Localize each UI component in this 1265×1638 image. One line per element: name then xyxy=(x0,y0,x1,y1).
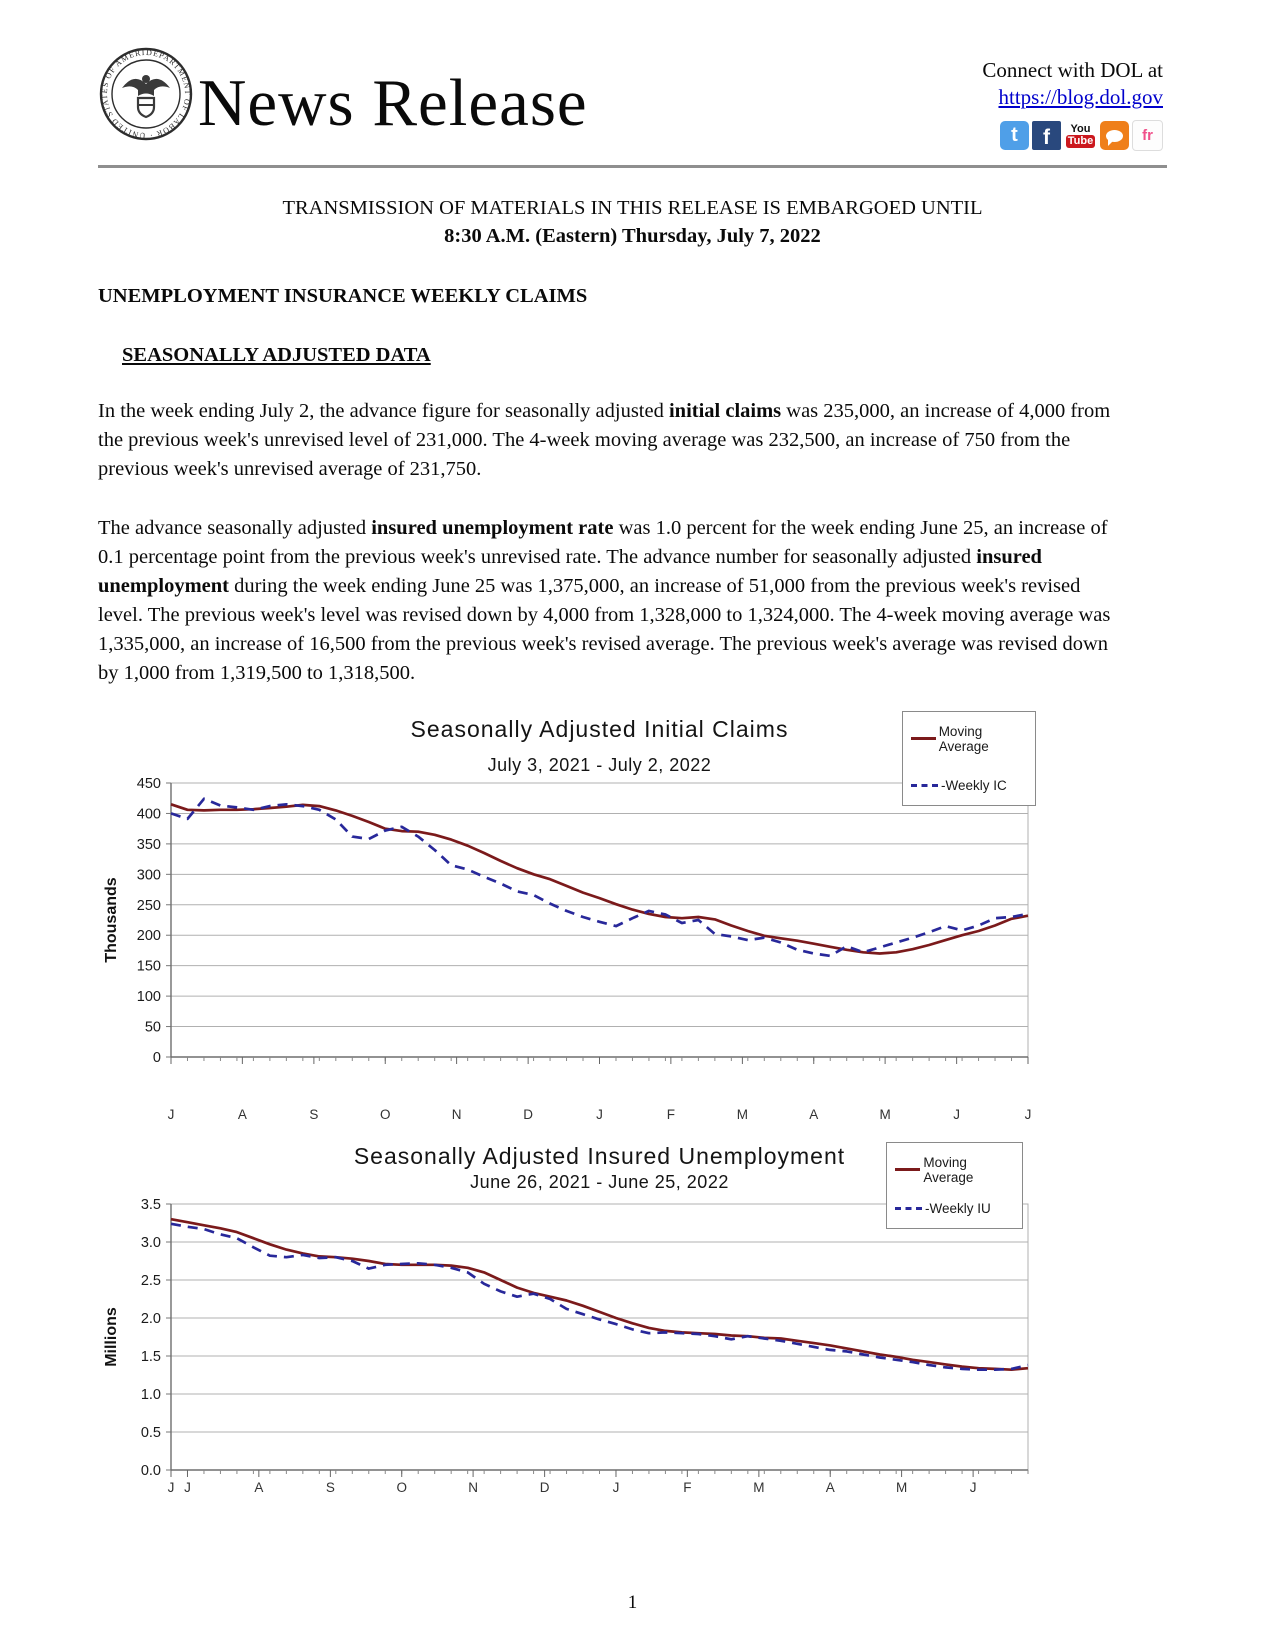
blog-link[interactable]: https://blog.dol.gov xyxy=(998,85,1163,109)
chart-canvas: 0.00.51.01.52.02.53.03.5J J A S O N D J F M A M JMil… xyxy=(103,1143,1029,1495)
svg-text:A: A xyxy=(254,1480,263,1495)
header-right: Connect with DOL at https://blog.dol.gov… xyxy=(982,46,1167,151)
sub-heading: SEASONALLY ADJUSTED DATA xyxy=(122,343,431,366)
embargo-line1: TRANSMISSION OF MATERIALS IN THIS RELEAS… xyxy=(282,197,983,219)
legend-item-weekly-iu: -Weekly IU xyxy=(895,1201,1014,1216)
svg-text:J: J xyxy=(613,1480,620,1495)
svg-text:M: M xyxy=(753,1480,764,1495)
chart-legend: Moving Average -Weekly IU xyxy=(886,1141,1023,1229)
legend-item-moving-average: Moving Average xyxy=(911,724,1027,754)
svg-text:M: M xyxy=(737,1107,748,1122)
legend-label: -Weekly IC xyxy=(941,777,1007,793)
initial-claims-chart: 0 50 100 150 200 250 300 350 400 450 J A S O N D J F M A M J J… xyxy=(96,707,1046,1136)
header: DEPARTMENT OF LABOR · UNITED STATES OF A… xyxy=(98,46,1167,151)
page-number: 1 xyxy=(627,1592,638,1613)
svg-text:Thousands: Thousands xyxy=(103,877,120,962)
weekly-iu-line-swatch xyxy=(895,1206,922,1210)
svg-text:J: J xyxy=(970,1480,977,1495)
svg-text:N: N xyxy=(452,1107,462,1122)
chart-legend: Moving Average -Weekly IC xyxy=(902,710,1036,806)
svg-text:D: D xyxy=(540,1480,550,1495)
svg-text:2.5: 2.5 xyxy=(141,1273,161,1289)
page-title: News Release xyxy=(198,65,588,140)
facebook-icon[interactable]: f xyxy=(1032,121,1061,150)
twitter-icon[interactable]: t xyxy=(1000,121,1029,150)
youtube-icon[interactable]: You Tube xyxy=(1064,121,1097,150)
svg-text:1.0: 1.0 xyxy=(141,1387,161,1403)
svg-text:250: 250 xyxy=(137,897,161,913)
blog-bubble-icon[interactable] xyxy=(1100,121,1129,150)
social-icons: t f You Tube fr xyxy=(982,120,1163,151)
connect-text: Connect with DOL at xyxy=(982,58,1163,82)
svg-text:O: O xyxy=(396,1480,407,1495)
legend-label: Moving Average xyxy=(938,723,989,754)
svg-text:F: F xyxy=(667,1107,675,1122)
svg-text:1.5: 1.5 xyxy=(141,1349,161,1365)
svg-text:S: S xyxy=(309,1107,318,1122)
moving-average-line-swatch xyxy=(895,1168,921,1172)
weekly-ic-line-swatch xyxy=(911,783,938,787)
eagle-icon xyxy=(122,78,170,96)
flickr-icon[interactable]: fr xyxy=(1132,120,1163,151)
svg-text:100: 100 xyxy=(137,989,161,1005)
svg-text:Seasonally Adjusted Initial Cl: Seasonally Adjusted Initial Claims xyxy=(411,716,789,742)
svg-text:3.0: 3.0 xyxy=(141,1235,161,1251)
svg-text:0.0: 0.0 xyxy=(141,1463,161,1479)
svg-text:June 26, 2021 - June 25, 2022: June 26, 2021 - June 25, 2022 xyxy=(470,1172,729,1192)
header-divider xyxy=(98,165,1167,168)
legend-item-moving-average: Moving Average xyxy=(895,1155,1014,1185)
svg-text:F: F xyxy=(683,1480,691,1495)
legend-label: -Weekly IU xyxy=(925,1200,991,1216)
embargo-line2: 8:30 A.M. (Eastern) Thursday, July 7, 20… xyxy=(444,225,821,248)
svg-text:0: 0 xyxy=(153,1050,161,1066)
svg-text:J: J xyxy=(596,1107,603,1122)
svg-text:300: 300 xyxy=(137,867,161,883)
paragraph-initial-claims: In the week ending July 2, the advance f… xyxy=(98,399,1111,480)
svg-text:3.5: 3.5 xyxy=(141,1197,161,1213)
svg-text:J: J xyxy=(184,1480,191,1495)
svg-text:50: 50 xyxy=(145,1019,161,1035)
legend-label: Moving Average xyxy=(923,1154,974,1185)
svg-text:July 3, 2021 - July 2, 2022: July 3, 2021 - July 2, 2022 xyxy=(488,755,712,775)
embargo-block: TRANSMISSION OF MATERIALS IN THIS RELEAS… xyxy=(98,194,1167,251)
svg-text:2.0: 2.0 xyxy=(141,1311,161,1327)
svg-text:S: S xyxy=(326,1480,335,1495)
dol-seal-logo: DEPARTMENT OF LABOR · UNITED STATES OF A… xyxy=(98,46,193,141)
chart-canvas: 0 50 100 150 200 250 300 350 400 450 J A S O N D J F M A M J J… xyxy=(103,716,1032,1122)
svg-text:Millions: Millions xyxy=(103,1307,120,1367)
youtube-label-top: You xyxy=(1070,122,1091,135)
paragraph-insured-unemployment: The advance seasonally adjusted insured … xyxy=(98,516,1111,685)
svg-text:A: A xyxy=(809,1107,818,1122)
svg-text:150: 150 xyxy=(137,958,161,974)
svg-text:400: 400 xyxy=(137,806,161,822)
header-left: DEPARTMENT OF LABOR · UNITED STATES OF A… xyxy=(98,46,588,142)
svg-text:N: N xyxy=(468,1480,478,1495)
svg-text:J: J xyxy=(1025,1107,1032,1122)
svg-text:J: J xyxy=(168,1480,175,1495)
svg-text:J: J xyxy=(953,1107,960,1122)
svg-text:200: 200 xyxy=(137,928,161,944)
svg-text:350: 350 xyxy=(137,836,161,852)
svg-text:450: 450 xyxy=(137,776,161,792)
insured-unemployment-chart: 0.0 0.5 1.0 1.5 2.0 2.5 3.0 3.5 J J A S O N D J F M A M J Mil… xyxy=(96,1140,1046,1507)
svg-text:D: D xyxy=(523,1107,533,1122)
svg-text:M: M xyxy=(896,1480,907,1495)
shield-icon xyxy=(136,96,156,119)
svg-text:A: A xyxy=(826,1480,835,1495)
svg-text:Seasonally Adjusted Insured Un: Seasonally Adjusted Insured Unemployment xyxy=(354,1143,845,1169)
moving-average-line-swatch xyxy=(911,737,936,741)
svg-text:O: O xyxy=(380,1107,391,1122)
main-heading: UNEMPLOYMENT INSURANCE WEEKLY CLAIMS xyxy=(98,284,588,307)
svg-text:M: M xyxy=(879,1107,890,1122)
youtube-label-bottom: Tube xyxy=(1065,134,1096,148)
svg-text:0.5: 0.5 xyxy=(141,1425,161,1441)
svg-text:A: A xyxy=(238,1107,247,1122)
legend-item-weekly-ic: -Weekly IC xyxy=(911,778,1027,793)
svg-text:J: J xyxy=(168,1107,175,1122)
